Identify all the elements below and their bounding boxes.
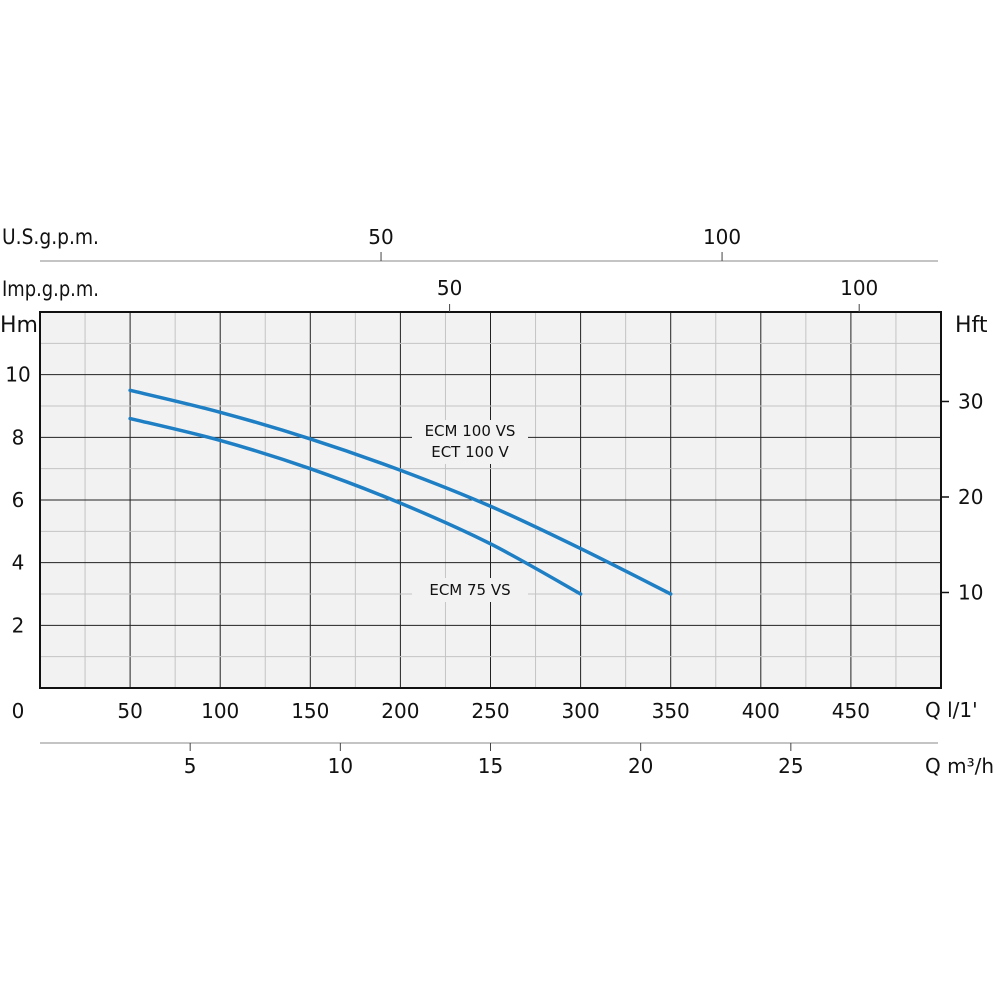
m3h-tick-label: 20 — [628, 754, 653, 778]
x-tick-label: 250 — [471, 699, 509, 723]
curves — [128, 388, 673, 596]
y-right-unit-label: Hft — [955, 313, 988, 338]
curve-label-bg-ecm100 — [412, 420, 528, 464]
curve-label-ecm100-line2: ECT 100 V — [431, 443, 509, 461]
curve-label-ecm100-line1: ECM 100 VS — [425, 422, 516, 440]
m3h-tick-label: 15 — [478, 754, 503, 778]
m3h-tick-label: 25 — [778, 754, 803, 778]
impgpm-tick-label: 50 — [437, 276, 462, 300]
x-tick-label: 100 — [201, 699, 239, 723]
plot-frame — [39, 311, 942, 689]
y-left-tick-label: 6 — [12, 488, 25, 512]
tick-labels: 0 50 100 150 200 250 300 350 400 450 2 4 6 8 10 10 20 30 5… — [5, 225, 983, 778]
x-tick-label: 0 — [12, 699, 25, 723]
x-tick-label: 300 — [562, 699, 600, 723]
usgpm-tick-label: 100 — [703, 225, 741, 249]
series-line-0 — [128, 388, 673, 596]
x-tick-label: 50 — [117, 699, 142, 723]
y-left-tick-label: 2 — [12, 613, 25, 637]
m3h-tick-label: 5 — [184, 754, 197, 778]
m3h-tick-label: 10 — [328, 754, 353, 778]
y-right-tick-label: 30 — [958, 389, 983, 413]
grid — [40, 312, 941, 688]
usgpm-tick-label: 50 — [368, 225, 393, 249]
impgpm-tick-label: 100 — [840, 276, 878, 300]
y-left-tick-label: 8 — [12, 425, 25, 449]
y-left-unit-label: Hm — [0, 313, 38, 338]
usgpm-axis-label: U.S.g.p.m. — [2, 225, 99, 249]
tick-marks — [189, 252, 949, 751]
y-right-tick-label: 10 — [958, 580, 983, 604]
y-right-tick-label: 20 — [958, 485, 983, 509]
x-tick-label: 450 — [832, 699, 870, 723]
curve-label-bg-ecm75 — [412, 578, 528, 602]
m3h-axis-label: Q m³/h — [925, 754, 994, 778]
x-tick-label: 150 — [291, 699, 329, 723]
curve-label-ecm75: ECM 75 VS — [429, 581, 510, 599]
x-tick-label: 200 — [381, 699, 419, 723]
y-left-tick-label: 4 — [12, 551, 25, 575]
x-tick-label: 400 — [742, 699, 780, 723]
x-tick-label: 350 — [652, 699, 690, 723]
impgpm-axis-label: Imp.g.p.m. — [2, 277, 99, 301]
y-left-tick-label: 10 — [5, 363, 30, 387]
series-line-1 — [128, 416, 583, 596]
x-unit-label: Q l/1' — [925, 698, 978, 722]
